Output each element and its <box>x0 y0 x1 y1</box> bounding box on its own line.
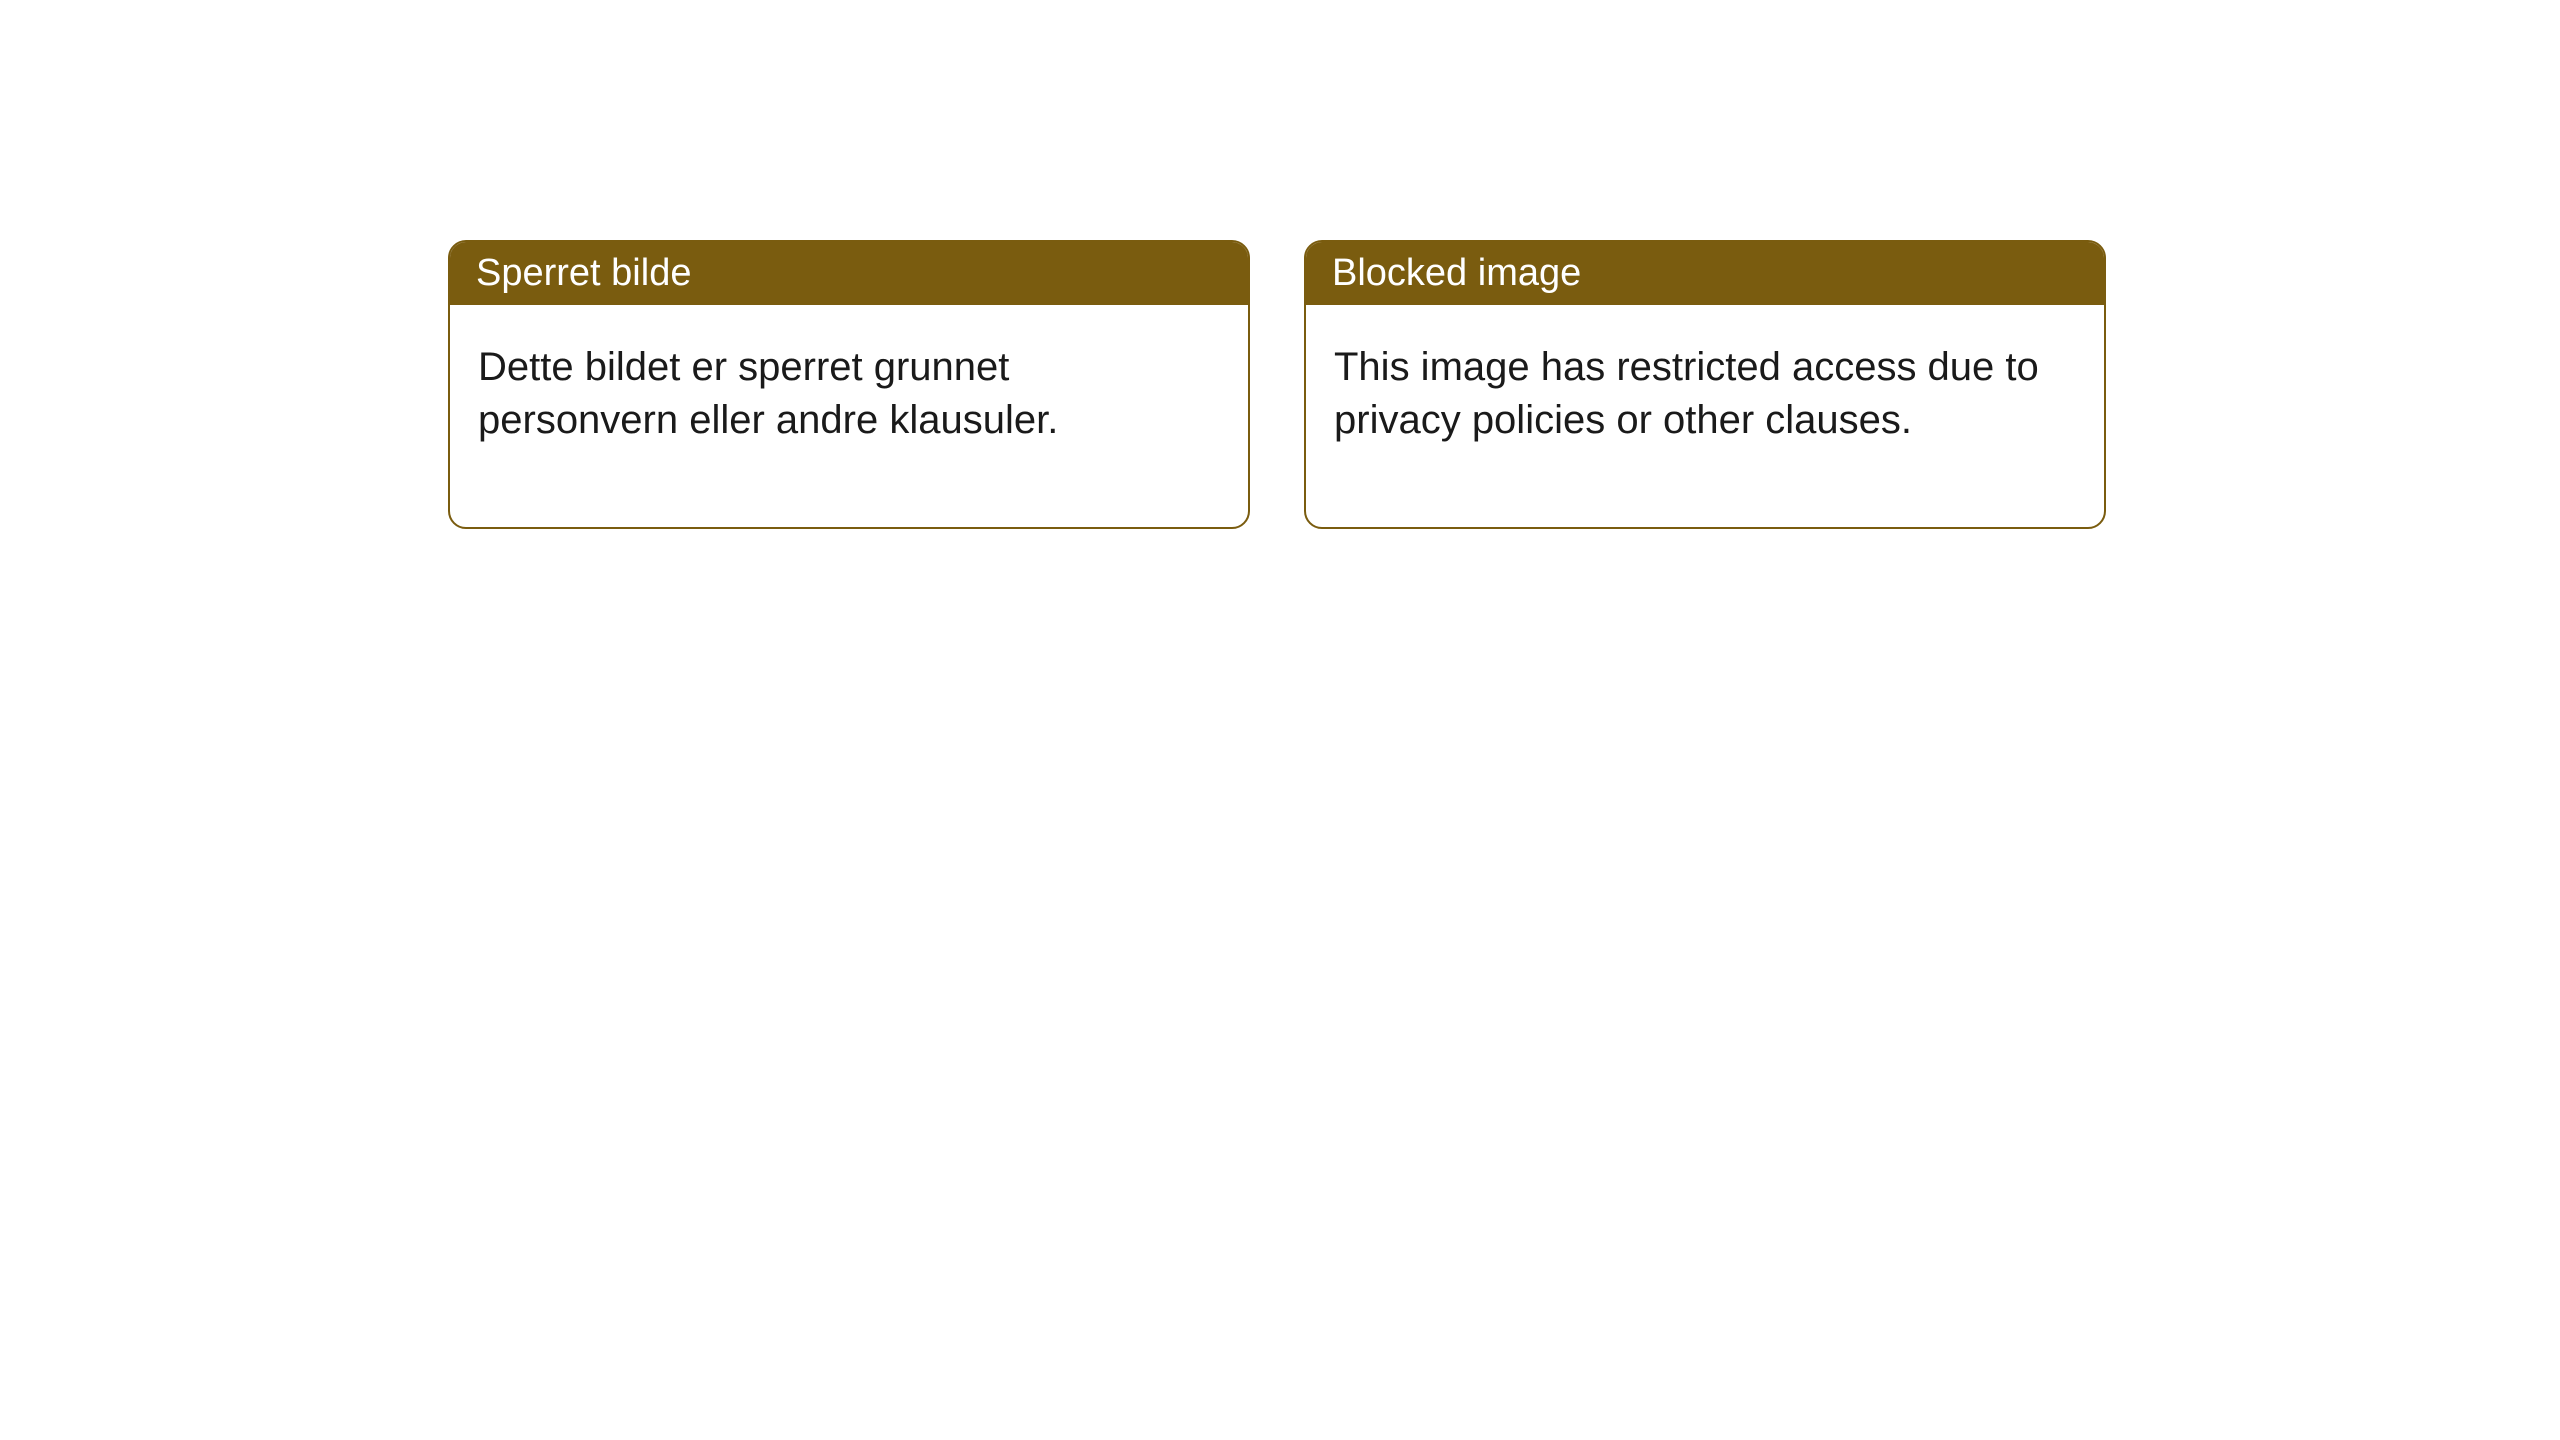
card-title: Sperret bilde <box>476 252 691 294</box>
notice-cards-container: Sperret bilde Dette bildet er sperret gr… <box>0 0 2560 529</box>
notice-card-norwegian: Sperret bilde Dette bildet er sperret gr… <box>448 240 1250 529</box>
card-title: Blocked image <box>1332 252 1581 294</box>
card-header: Blocked image <box>1306 242 2104 305</box>
card-body-text: Dette bildet er sperret grunnet personve… <box>478 345 1058 442</box>
card-header: Sperret bilde <box>450 242 1248 305</box>
notice-card-english: Blocked image This image has restricted … <box>1304 240 2106 529</box>
card-body-text: This image has restricted access due to … <box>1334 345 2039 442</box>
card-body: This image has restricted access due to … <box>1306 305 2104 527</box>
card-body: Dette bildet er sperret grunnet personve… <box>450 305 1248 527</box>
